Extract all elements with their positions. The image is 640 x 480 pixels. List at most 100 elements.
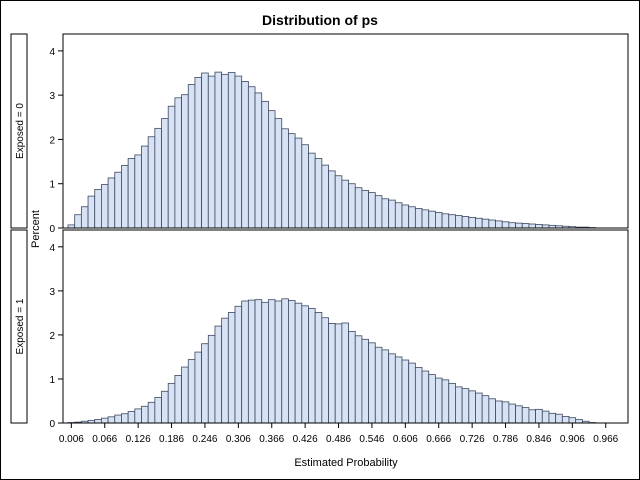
histogram-bar (261, 100, 269, 229)
histogram-bar (441, 213, 450, 229)
histogram-bar (515, 222, 523, 229)
histogram-bar (441, 379, 450, 424)
x-tick-label: 0.486 (326, 434, 351, 445)
y-tick-label: 1 (49, 180, 55, 191)
histogram-bar (368, 342, 376, 424)
histogram-bar (281, 128, 289, 229)
histogram-bar (214, 325, 223, 424)
panel-strip (10, 229, 28, 424)
histogram-bar (495, 400, 503, 424)
histogram-bar (101, 184, 109, 229)
x-tick-label: 0.726 (460, 434, 485, 445)
histogram-bar (394, 356, 403, 424)
histogram-bar (341, 179, 349, 229)
histogram-bar (381, 349, 390, 424)
histogram-bar (134, 408, 142, 424)
histogram-bar (308, 308, 316, 424)
x-tick-label: 0.066 (92, 434, 117, 445)
histogram-bar (381, 198, 390, 229)
histogram-bar (321, 164, 329, 229)
histogram-bar (481, 218, 490, 229)
histogram-bar (214, 71, 223, 229)
histogram-bar (154, 397, 162, 424)
y-tick-label: 3 (49, 287, 55, 298)
y-tick-label: 1 (49, 375, 55, 386)
histogram-bar (194, 351, 203, 424)
panel-border (62, 229, 629, 424)
histogram-bar (501, 401, 510, 424)
histogram-bar (541, 410, 550, 424)
histogram-bar (207, 334, 216, 424)
histogram-bar (241, 81, 249, 229)
panel-strip-label: Exposed = 0 (15, 103, 26, 159)
histogram-bar (201, 72, 209, 229)
histogram-bar (121, 165, 129, 229)
histogram-bar (568, 417, 577, 424)
histogram-bar (294, 302, 303, 424)
histogram-bar (394, 202, 403, 229)
histogram-bar (147, 401, 156, 424)
histogram-bar (161, 390, 169, 424)
histogram-bar (254, 92, 263, 229)
histogram-bar (521, 223, 530, 229)
histogram-bar (227, 72, 236, 229)
x-tick-label: 0.246 (192, 434, 217, 445)
histogram-bar (154, 127, 162, 229)
histogram-bar (74, 214, 82, 229)
histogram-bar (341, 322, 349, 424)
histogram-bar (488, 219, 496, 229)
histogram-bar (334, 323, 343, 424)
histogram-bar (147, 136, 156, 229)
histogram-bar (314, 312, 323, 424)
histogram-bar (107, 177, 116, 229)
histogram-bar (87, 195, 96, 229)
x-tick-label: 0.966 (593, 434, 618, 445)
histogram-bar (555, 413, 563, 424)
histogram-bar (408, 362, 416, 424)
histogram-bar (401, 204, 410, 229)
histogram-bar (308, 152, 316, 229)
histogram-bar (181, 366, 189, 424)
histogram-bar (468, 390, 476, 424)
x-tick-label: 0.306 (226, 434, 251, 445)
histogram-bar (448, 382, 456, 424)
histogram-bar (247, 299, 256, 424)
histogram-bar (401, 359, 410, 424)
histogram-bar (508, 403, 516, 424)
histogram-bar (434, 377, 443, 424)
histogram-bar (234, 75, 243, 229)
histogram-bar (328, 323, 336, 424)
histogram-bar (314, 158, 323, 229)
x-tick-label: 0.606 (393, 434, 418, 445)
histogram-bar (174, 375, 182, 424)
panel-strip-label: Exposed = 1 (15, 298, 26, 354)
x-tick-label: 0.426 (293, 434, 318, 445)
y-tick-label: 4 (49, 243, 55, 254)
histogram-bar (535, 224, 543, 229)
histogram-bar (455, 386, 463, 424)
histogram-bar (575, 419, 583, 424)
histogram-bar (234, 305, 243, 424)
histogram-bar (368, 192, 376, 229)
histogram-bar (127, 411, 136, 424)
histogram-bar (321, 317, 329, 424)
y-tick-label: 0 (49, 419, 55, 430)
histogram-bar (274, 300, 283, 424)
histogram-bar (528, 223, 536, 229)
histogram-bar (501, 221, 510, 229)
panel-strip (10, 33, 28, 229)
histogram-bar (114, 171, 122, 229)
x-tick-label: 0.186 (159, 434, 184, 445)
histogram-bar (468, 216, 476, 229)
histogram-bar (354, 187, 363, 229)
x-axis-label: Estimated Probability (294, 457, 398, 469)
histogram-bar (167, 382, 176, 424)
x-tick-label: 0.846 (526, 434, 551, 445)
histogram-bar (187, 84, 196, 229)
histogram-bar (268, 110, 276, 229)
histogram-bar (301, 305, 309, 424)
histogram-bar (207, 75, 216, 229)
x-tick-label: 0.126 (126, 434, 151, 445)
y-axis-label: Percent (30, 210, 42, 248)
